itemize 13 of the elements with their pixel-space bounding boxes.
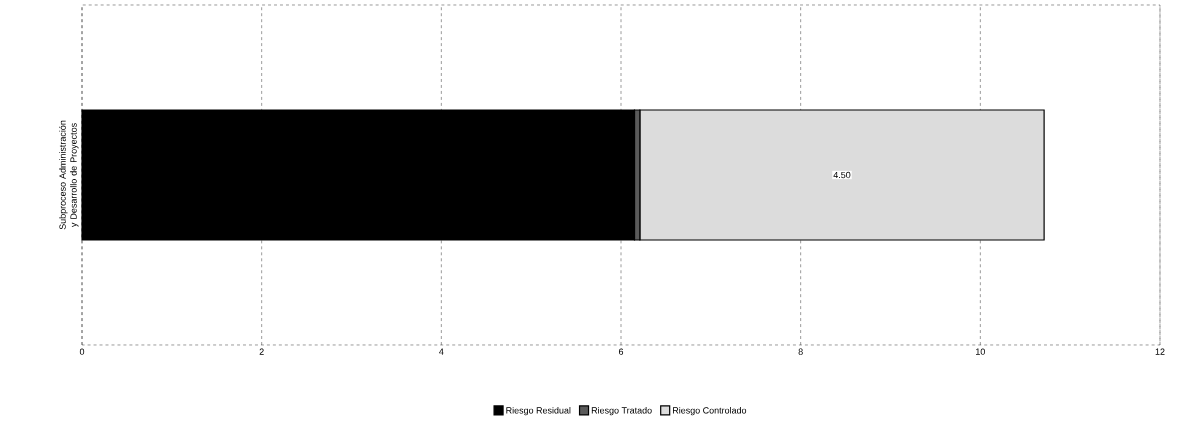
x-tick-label: 12 (1155, 348, 1165, 355)
bar (639, 109, 1045, 241)
x-tick-label: 0 (79, 348, 85, 355)
x-tick-label: 6 (618, 348, 624, 355)
legend-label: Riesgo Controlado (673, 406, 747, 416)
legend-label: Riesgo Tratado (591, 406, 652, 416)
data-label: 4.50 (833, 171, 851, 179)
x-tick-label: 8 (798, 348, 803, 355)
x-tick-label: 2 (259, 348, 264, 355)
x-tick-label: 10 (976, 348, 985, 355)
x-tick-label: 4 (439, 348, 444, 355)
legend-label: Riesgo Residual (506, 406, 571, 416)
y-tick-label: Subproceso Administración y Desarrollo de Proyectos (59, 120, 79, 230)
